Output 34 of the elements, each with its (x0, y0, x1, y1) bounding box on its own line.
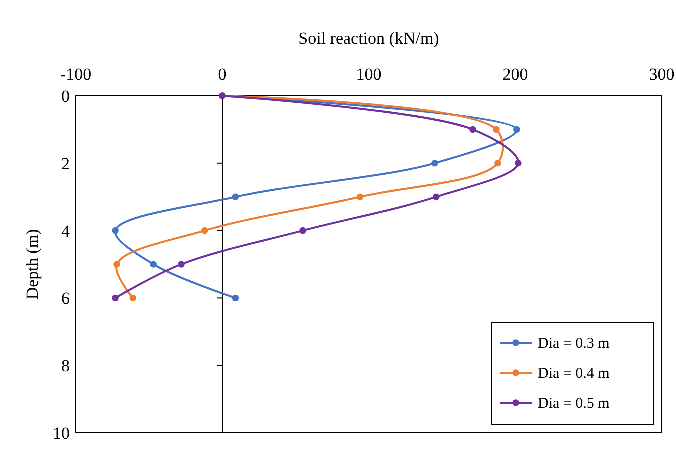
y-tick-label: 2 (62, 154, 70, 174)
point (112, 294, 119, 302)
y-tick-label: 0 (62, 87, 70, 106)
point (202, 227, 208, 234)
point (112, 227, 119, 234)
y-axis-title: Depth (m) (23, 229, 42, 300)
x-tick-label: 0 (218, 65, 227, 84)
x-tick-label: -100 (60, 65, 92, 84)
x-tick-label: 200 (502, 65, 528, 84)
point (130, 294, 137, 302)
x-axis-title: Soil reaction (kN/m) (298, 29, 440, 48)
point (150, 261, 158, 268)
point (470, 126, 476, 134)
x-tick-label: 100 (356, 65, 382, 84)
point (232, 194, 240, 200)
point (232, 294, 240, 302)
point (300, 227, 306, 234)
point (356, 194, 364, 200)
point (493, 126, 500, 134)
x-tick-label: 300 (649, 65, 675, 84)
point (514, 126, 520, 134)
y-tick-label: 4 (62, 222, 70, 241)
point (433, 194, 440, 200)
legend-label: Dia = 0.4 m (538, 366, 610, 382)
y-tick-label: 8 (62, 356, 70, 376)
y-tick-label: 10 (53, 424, 70, 443)
point (494, 160, 502, 167)
point (178, 261, 185, 268)
point (515, 160, 522, 167)
point (432, 160, 438, 167)
legend-label: Dia = 0.3 m (538, 336, 610, 352)
y-tick-label: 6 (62, 289, 70, 308)
legend-label: Dia = 0.5 m (538, 396, 610, 412)
point (114, 261, 120, 268)
